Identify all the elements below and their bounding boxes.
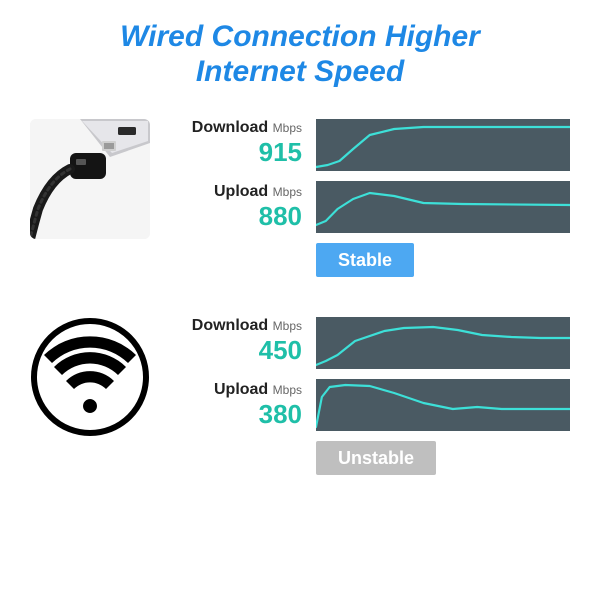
title-line1: Wired Connection Higher (120, 20, 480, 53)
wifi-download-value: 450 (164, 337, 302, 363)
wifi-download-chart (316, 317, 570, 369)
wired-charts: Stable (316, 119, 570, 277)
wired-section: Download Mbps 915 Upload Mbps 880 Stable (30, 119, 570, 277)
wired-download-chart (316, 119, 570, 171)
wired-upload-value: 880 (164, 203, 302, 229)
title-line2: Internet Speed (196, 55, 404, 88)
wired-upload-label: Upload Mbps (164, 183, 302, 201)
wired-upload-block: Upload Mbps 880 (164, 183, 302, 229)
wifi-upload-block: Upload Mbps 380 (164, 381, 302, 427)
wired-download-block: Download Mbps 915 (164, 119, 302, 165)
wired-download-label-text: Download (192, 119, 268, 136)
wired-download-unit: Mbps (273, 121, 302, 135)
wifi-upload-chart (316, 379, 570, 431)
page-title: Wired Connection Higher Internet Speed (30, 20, 570, 89)
stable-badge: Stable (316, 243, 414, 277)
wired-download-value: 915 (164, 139, 302, 165)
wifi-charts: Unstable (316, 317, 570, 475)
wifi-upload-label-text: Upload (214, 381, 268, 398)
wired-download-label: Download Mbps (164, 119, 302, 137)
wifi-download-label-text: Download (192, 317, 268, 334)
unstable-badge: Unstable (316, 441, 436, 475)
wired-upload-label-text: Upload (214, 183, 268, 200)
wired-product-image (30, 119, 150, 239)
wired-upload-unit: Mbps (273, 185, 302, 199)
wired-metrics: Download Mbps 915 Upload Mbps 880 (164, 119, 302, 247)
wifi-download-unit: Mbps (273, 319, 302, 333)
wifi-download-block: Download Mbps 450 (164, 317, 302, 363)
wifi-section: Download Mbps 450 Upload Mbps 380 Unstab… (30, 317, 570, 475)
wired-upload-chart (316, 181, 570, 233)
wifi-upload-unit: Mbps (273, 383, 302, 397)
wifi-upload-label: Upload Mbps (164, 381, 302, 399)
wifi-download-label: Download Mbps (164, 317, 302, 335)
wifi-upload-value: 380 (164, 401, 302, 427)
wifi-metrics: Download Mbps 450 Upload Mbps 380 (164, 317, 302, 445)
wifi-icon (30, 317, 150, 437)
